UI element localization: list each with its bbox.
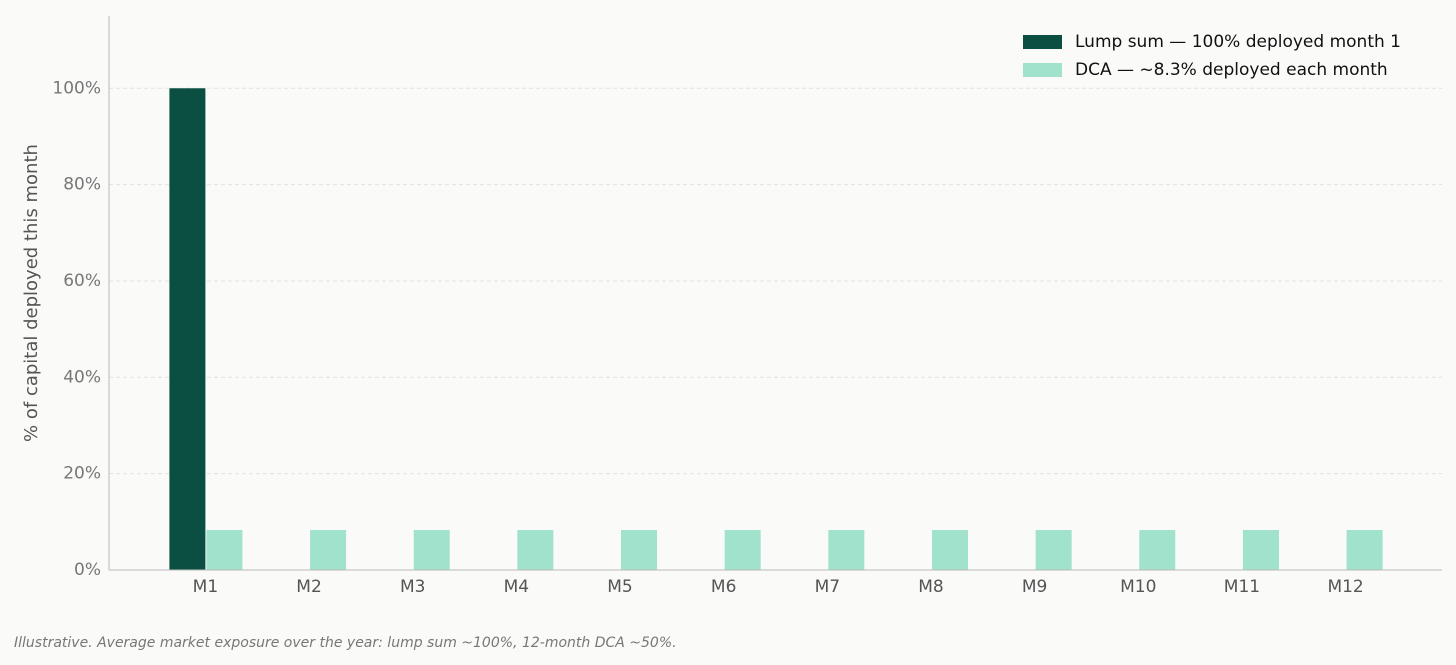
y-tick-label: 100% — [52, 78, 101, 98]
x-tick-label: M4 — [504, 577, 529, 597]
y-tick-label: 20% — [63, 464, 101, 484]
x-tick-label: M10 — [1120, 577, 1156, 597]
legend-swatch — [1023, 63, 1062, 77]
bar — [169, 88, 206, 571]
bar — [517, 530, 554, 570]
legend-label: DCA — ~8.3% deployed each month — [1075, 60, 1388, 80]
y-tick-label: 0% — [74, 560, 101, 580]
bar — [1346, 530, 1383, 570]
x-tick-label: M11 — [1224, 577, 1260, 597]
bar — [413, 530, 450, 570]
bar — [931, 530, 968, 570]
x-tick-label: M7 — [815, 577, 840, 597]
y-tick-label: 60% — [63, 271, 101, 291]
bar — [310, 530, 347, 570]
x-tick-label: M5 — [607, 577, 632, 597]
x-tick-label: M6 — [711, 577, 736, 597]
bar — [828, 530, 865, 570]
x-tick-label: M3 — [400, 577, 425, 597]
y-axis-label: % of capital deployed this month — [21, 144, 42, 442]
legend-swatch — [1023, 35, 1062, 49]
y-tick-label: 40% — [63, 367, 101, 387]
x-tick-label: M1 — [193, 577, 218, 597]
x-tick-label: M9 — [1022, 577, 1047, 597]
bar — [621, 530, 658, 570]
x-tick-label: M8 — [918, 577, 943, 597]
bar — [206, 530, 243, 570]
x-tick-label: M12 — [1327, 577, 1363, 597]
footnote: Illustrative. Average market exposure ov… — [14, 635, 677, 651]
bar — [1139, 530, 1176, 570]
bar — [724, 530, 761, 570]
bar — [1242, 530, 1279, 570]
y-tick-label: 80% — [63, 175, 101, 195]
bar — [1035, 530, 1072, 570]
x-tick-label: M2 — [296, 577, 321, 597]
legend-label: Lump sum — 100% deployed month 1 — [1075, 32, 1401, 52]
